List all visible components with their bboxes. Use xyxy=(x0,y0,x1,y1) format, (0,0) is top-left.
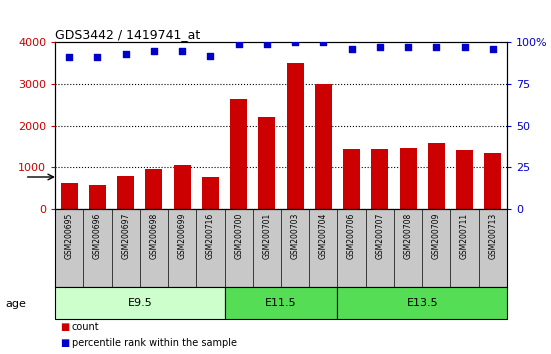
Text: E13.5: E13.5 xyxy=(407,298,438,308)
Point xyxy=(375,45,384,50)
Point xyxy=(262,41,271,47)
Point xyxy=(206,53,215,59)
Text: GSM200709: GSM200709 xyxy=(432,213,441,259)
Text: E11.5: E11.5 xyxy=(265,298,297,308)
Bar xyxy=(230,99,247,209)
Text: GSM200703: GSM200703 xyxy=(290,213,300,259)
Bar xyxy=(174,165,191,209)
Text: GSM200711: GSM200711 xyxy=(460,213,469,259)
Text: GSM200704: GSM200704 xyxy=(319,213,328,259)
Text: GSM200696: GSM200696 xyxy=(93,213,102,259)
Text: GSM200706: GSM200706 xyxy=(347,213,356,259)
Bar xyxy=(61,183,78,209)
Point xyxy=(432,45,441,50)
Text: GSM200695: GSM200695 xyxy=(64,213,74,259)
Text: percentile rank within the sample: percentile rank within the sample xyxy=(72,338,236,348)
Bar xyxy=(117,176,134,209)
Bar xyxy=(258,118,276,209)
Bar xyxy=(55,287,225,319)
Text: GSM200713: GSM200713 xyxy=(488,213,498,259)
Point xyxy=(149,48,158,53)
Text: count: count xyxy=(72,322,99,332)
Text: GSM200700: GSM200700 xyxy=(234,213,243,259)
Bar xyxy=(399,148,417,209)
Point xyxy=(404,45,413,50)
Point xyxy=(460,45,469,50)
Text: GSM200698: GSM200698 xyxy=(149,213,159,259)
Text: GDS3442 / 1419741_at: GDS3442 / 1419741_at xyxy=(55,28,201,41)
Point xyxy=(178,48,187,53)
Text: GSM200716: GSM200716 xyxy=(206,213,215,259)
Bar xyxy=(456,150,473,209)
Bar xyxy=(145,169,163,209)
Point xyxy=(291,40,300,45)
Text: GSM200697: GSM200697 xyxy=(121,213,130,259)
Bar xyxy=(343,149,360,209)
Bar xyxy=(202,177,219,209)
Bar xyxy=(371,149,388,209)
Text: GSM200699: GSM200699 xyxy=(177,213,187,259)
Point xyxy=(65,55,74,60)
Point xyxy=(319,40,328,45)
Bar xyxy=(89,185,106,209)
Point xyxy=(234,41,243,47)
Bar xyxy=(337,287,507,319)
Bar xyxy=(315,84,332,209)
Text: GSM200707: GSM200707 xyxy=(375,213,385,259)
Point xyxy=(121,51,130,57)
Point xyxy=(488,46,497,52)
Point xyxy=(347,46,356,52)
Text: ■: ■ xyxy=(61,338,70,348)
Text: GSM200708: GSM200708 xyxy=(403,213,413,259)
Text: E9.5: E9.5 xyxy=(127,298,152,308)
Text: ■: ■ xyxy=(61,322,70,332)
Bar xyxy=(484,153,501,209)
Bar xyxy=(224,287,337,319)
Bar xyxy=(287,63,304,209)
Bar xyxy=(428,143,445,209)
Text: GSM200701: GSM200701 xyxy=(262,213,272,259)
Text: age: age xyxy=(6,299,26,309)
Point xyxy=(93,55,102,60)
